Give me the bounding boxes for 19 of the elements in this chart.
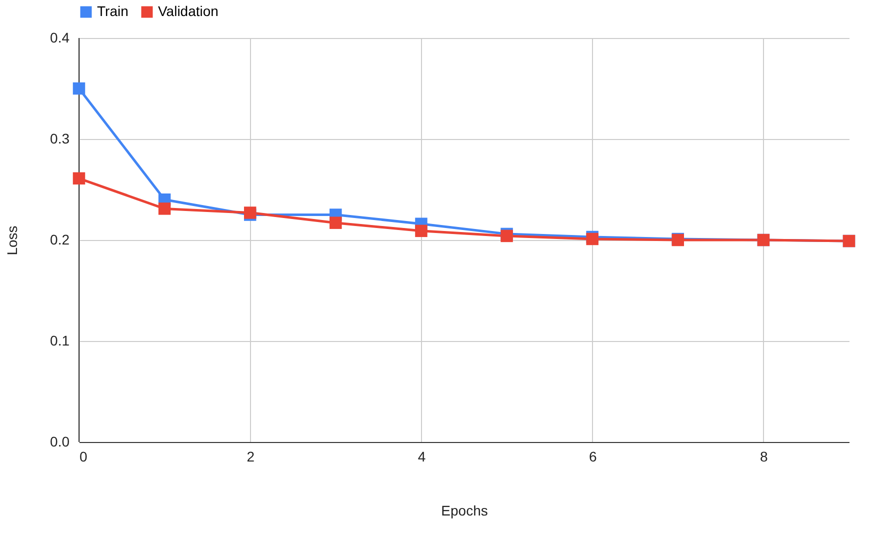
x-tick-label: 4 bbox=[418, 448, 426, 464]
y-tick-label: 0.2 bbox=[50, 232, 70, 248]
legend-label: Train bbox=[97, 3, 128, 19]
y-tick-label: 0.1 bbox=[50, 332, 70, 348]
y-tick-label: 0.0 bbox=[50, 434, 70, 450]
point bbox=[72, 172, 86, 185]
x-tick-label: 0 bbox=[80, 448, 88, 464]
point bbox=[158, 202, 171, 215]
y-tick-label: 0.4 bbox=[50, 30, 70, 46]
y-tick-label: 0.3 bbox=[50, 130, 70, 146]
y-axis-title: Loss bbox=[4, 226, 20, 256]
point bbox=[415, 224, 428, 238]
x-tick-label: 8 bbox=[760, 448, 768, 464]
x-axis-title: Epochs bbox=[441, 502, 488, 518]
x-tick-label: 6 bbox=[588, 448, 597, 464]
x-tick-label: 2 bbox=[246, 448, 255, 464]
point bbox=[72, 82, 86, 95]
legend-label: Validation bbox=[158, 3, 218, 19]
point bbox=[330, 216, 342, 229]
